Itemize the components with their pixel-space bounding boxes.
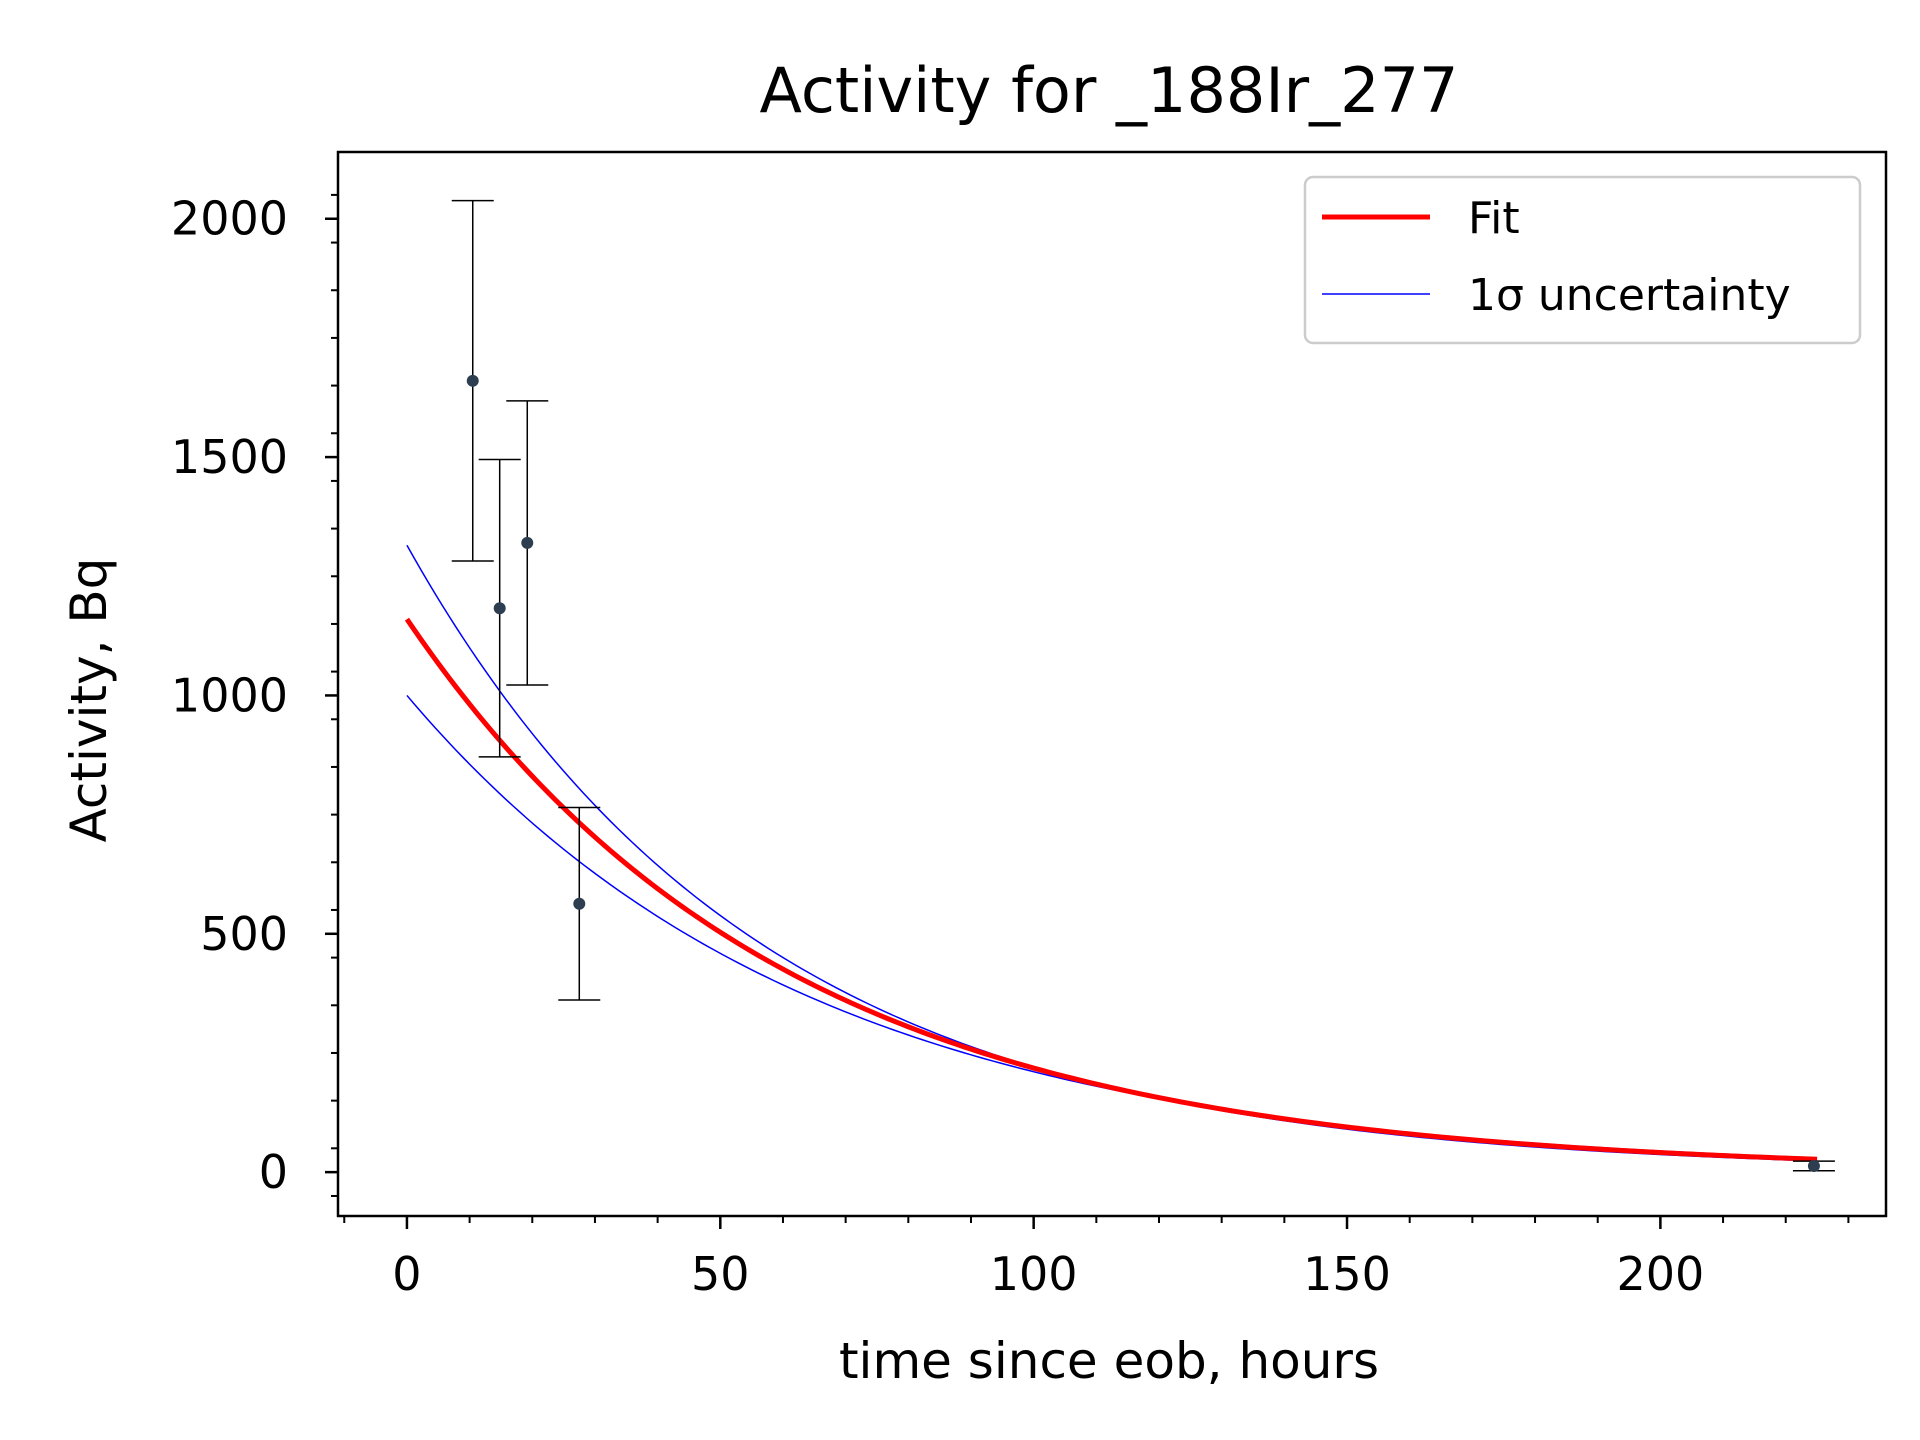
x-axis-title: time since eob, hours [839,1332,1379,1390]
data-point [521,536,534,549]
y-tick-label: 2000 [171,192,288,246]
x-axis: 0 50 100 150 200 [343,1216,1850,1301]
legend-fit-label: Fit [1468,193,1520,244]
data-point [1807,1159,1820,1172]
legend-box [1303,175,1862,345]
data-point [573,897,586,910]
uncertainty-upper-curve [406,544,1818,1162]
plot-frame [336,150,1888,1218]
fit-curve [404,617,1818,1162]
x-tick-label: 50 [691,1247,750,1301]
data-point [466,374,479,387]
x-tick-label: 150 [1303,1247,1391,1301]
y-axis-title: Activity, Bq [60,558,118,843]
y-tick-label: 0 [259,1145,288,1199]
x-tick-label: 0 [392,1247,421,1301]
plot-area [404,199,1835,1172]
y-tick-label: 500 [200,907,288,961]
y-axis: 0 500 1000 1500 2000 [171,192,338,1199]
data-point [493,602,506,615]
y-tick-label: 1000 [171,668,288,722]
legend-uncertainty-label: 1σ uncertainty [1468,270,1791,321]
x-tick-label: 200 [1616,1247,1704,1301]
y-tick-label: 1500 [171,430,288,484]
chart-title: Activity for _188Ir_277 [760,54,1459,127]
x-tick-label: 100 [990,1247,1078,1301]
legend: Fit 1σ uncertainty [1303,175,1862,345]
